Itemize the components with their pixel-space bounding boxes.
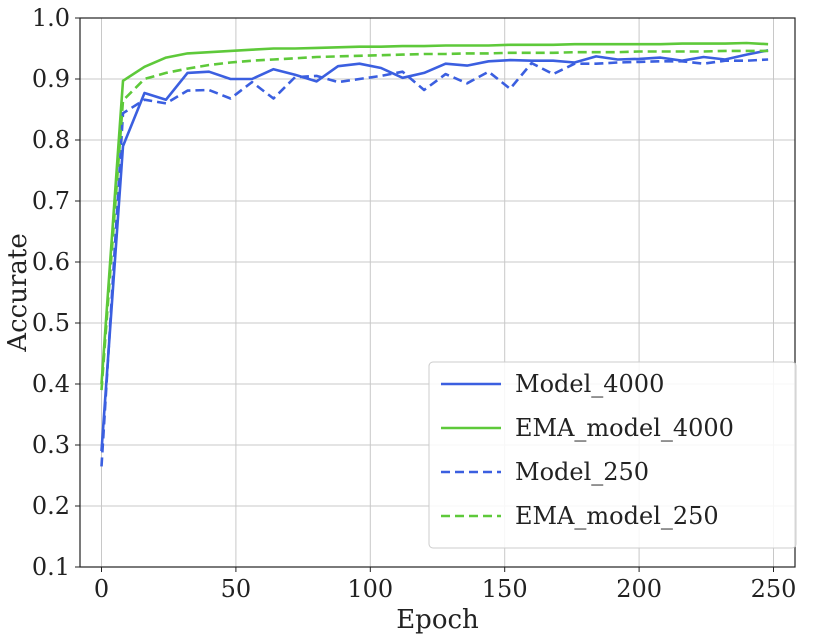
x-tick-label: 0 bbox=[94, 575, 109, 603]
y-tick-label: 0.5 bbox=[32, 309, 70, 337]
x-axis-label: Epoch bbox=[396, 605, 479, 635]
y-tick-label: 1.0 bbox=[32, 4, 70, 32]
legend-box bbox=[428, 361, 797, 549]
y-tick-label: 0.9 bbox=[32, 65, 70, 93]
x-tick-label: 100 bbox=[347, 575, 393, 603]
x-tick-label: 250 bbox=[751, 575, 797, 603]
y-tick-label: 0.2 bbox=[32, 492, 70, 520]
x-tick-label: 150 bbox=[482, 575, 528, 603]
series-line-model-4000 bbox=[100, 49, 769, 452]
legend: Model_4000 EMA_model_4000 Model_250 EMA_mod… bbox=[428, 361, 797, 549]
series-lines bbox=[100, 41, 769, 467]
plot-frame bbox=[79, 17, 796, 568]
series-line-ema-model-4000 bbox=[100, 41, 769, 385]
x-tick-label: 50 bbox=[221, 575, 252, 603]
y-tick-label: 0.3 bbox=[32, 431, 70, 459]
y-tick-label: 0.8 bbox=[32, 126, 70, 154]
y-tick-label: 0.6 bbox=[32, 248, 70, 276]
legend-label: EMA_model_4000 bbox=[515, 414, 734, 442]
y-tick-label: 0.4 bbox=[32, 370, 70, 398]
grid-lines bbox=[80, 17, 795, 568]
x-tick-label: 200 bbox=[616, 575, 662, 603]
legend-label: Model_250 bbox=[515, 458, 649, 486]
tick-labels: 0 50 100 150 200 250 0.1 0.2 0.3 0.4 0.5 0.6 0.7 0.8 0… bbox=[32, 4, 797, 603]
series-line-model-250 bbox=[100, 58, 769, 467]
legend-label: Model_4000 bbox=[515, 370, 664, 398]
y-axis-label: Accurate bbox=[3, 233, 33, 352]
series-line-ema-model-250 bbox=[100, 49, 769, 391]
y-tick-label: 0.7 bbox=[32, 187, 70, 215]
legend-label: EMA_model_250 bbox=[515, 502, 719, 530]
y-tick-label: 0.1 bbox=[32, 553, 70, 581]
